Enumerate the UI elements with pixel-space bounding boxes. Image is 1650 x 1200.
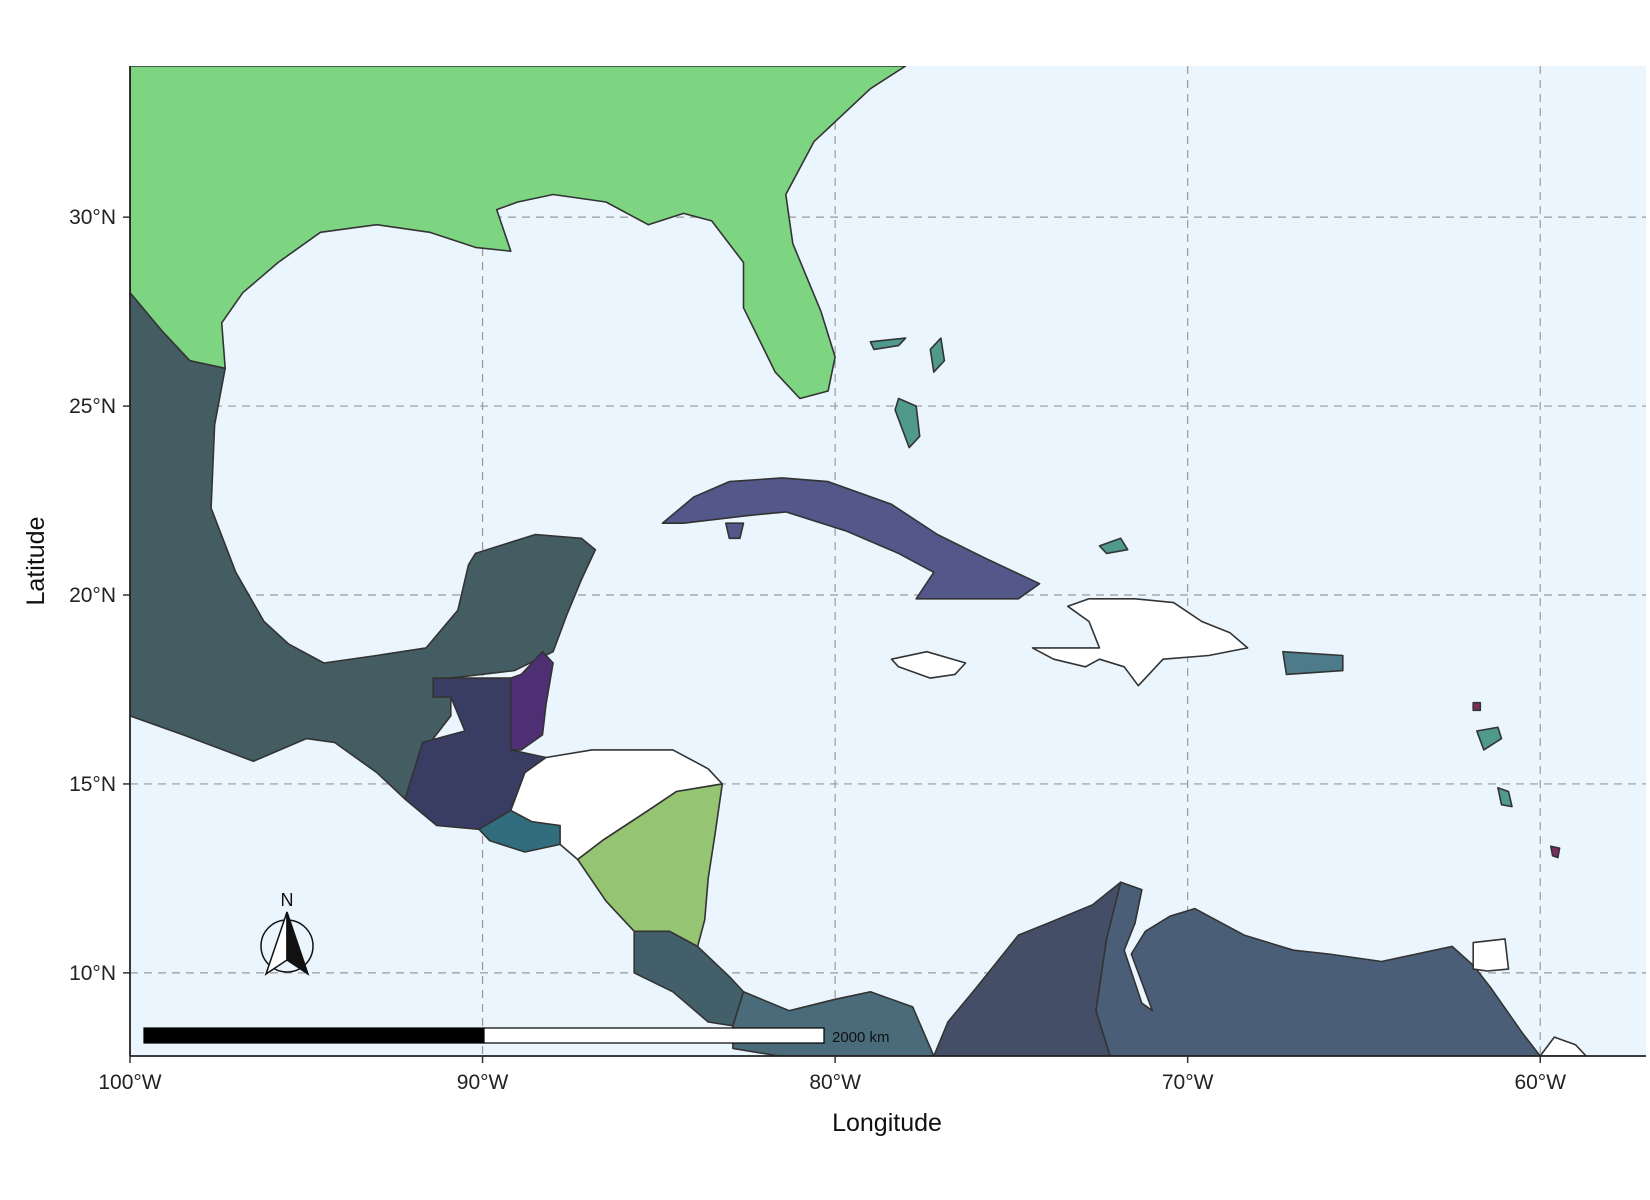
- region-antigua: [1472, 701, 1482, 712]
- y-tick-label-2: 20°N: [69, 584, 116, 607]
- region-puerto-rico: [1282, 650, 1344, 676]
- y-tick-label-1: 15°N: [69, 773, 116, 796]
- region-guadeloupe: [1476, 726, 1503, 751]
- scale-bar: 2000 km: [143, 1027, 890, 1046]
- region-belize: [510, 650, 554, 751]
- region-trinidad: [1472, 938, 1510, 972]
- land-regions: [130, 66, 1587, 1056]
- region-bahamas-andros: [894, 397, 921, 449]
- scale-bar-label: 2000 km: [832, 1029, 890, 1046]
- north-arrow-label: N: [281, 890, 294, 910]
- region-barbados: [1550, 845, 1561, 859]
- x-axis-title: Longitude: [832, 1109, 942, 1137]
- scale-bar-dark-segment: [143, 1027, 485, 1044]
- y-tick-label-4: 30°N: [69, 206, 116, 229]
- region-martinique: [1497, 786, 1513, 808]
- x-tick-label-4: 60°W: [1514, 1071, 1566, 1094]
- north-arrow-right-half-icon: [286, 911, 310, 976]
- region-usa: [130, 66, 907, 400]
- x-tick-label-3: 70°W: [1162, 1071, 1214, 1094]
- y-tick-label-0: 10°N: [69, 962, 116, 985]
- x-tick-label-0: 100°W: [98, 1071, 161, 1094]
- north-arrow: N: [260, 890, 314, 976]
- region-bahamas-abaco: [929, 337, 946, 373]
- y-axis-title: Latitude: [22, 517, 50, 606]
- region-mexico: [130, 291, 597, 800]
- region-isla-juventud: [725, 522, 745, 540]
- region-turks-caicos: [1098, 537, 1129, 555]
- region-guyana: [1539, 1036, 1587, 1056]
- ocean-background: [130, 66, 1646, 1056]
- x-tick-label-1: 90°W: [457, 1071, 509, 1094]
- region-haiti-dominican: [1031, 598, 1249, 687]
- region-cuba: [661, 477, 1041, 600]
- region-el-salvador: [478, 809, 561, 853]
- region-jamaica: [890, 650, 967, 679]
- x-tick-label-2: 80°W: [809, 1071, 861, 1094]
- region-bahamas-grand: [869, 337, 907, 351]
- scale-bar-light-segment: [483, 1027, 825, 1044]
- region-venezuela: [1095, 881, 1541, 1056]
- axes: 100°W 90°W 80°W 70°W 60°W 10°N 15°N 20°N 25°N 30°…: [69, 66, 1646, 1094]
- y-tick-label-3: 25°N: [69, 395, 116, 418]
